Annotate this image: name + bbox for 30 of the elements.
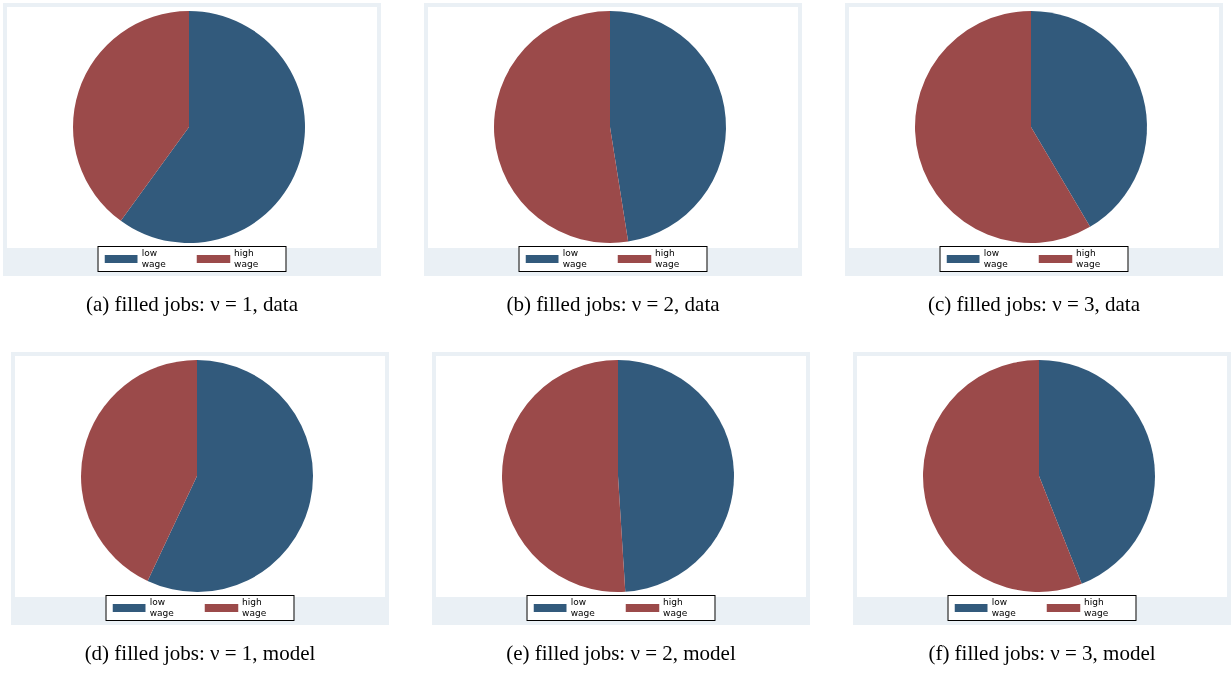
legend-label: high wage bbox=[663, 597, 689, 619]
text: (d) filled jobs: ν = 1, model bbox=[83, 641, 317, 666]
text: (a) filled jobs: ν = 1, data bbox=[85, 292, 299, 317]
pie-slice bbox=[1039, 360, 1155, 584]
legend-label: low wage bbox=[991, 597, 1017, 619]
legend-label: high wage bbox=[1084, 597, 1110, 619]
text: (b) filled jobs: ν = 2, data bbox=[505, 292, 721, 317]
pie-slice bbox=[610, 11, 726, 242]
pie-slice bbox=[73, 11, 189, 221]
pie-slice bbox=[120, 11, 305, 243]
pie-slice bbox=[502, 360, 626, 592]
pie-slice bbox=[494, 11, 629, 243]
pie-slice bbox=[81, 360, 197, 581]
legend-label: low wage bbox=[149, 597, 175, 619]
text: (c) filled jobs: ν = 3, data bbox=[927, 292, 1141, 317]
pie-slice bbox=[923, 360, 1082, 592]
pie-slice bbox=[618, 360, 734, 592]
legend-label: high wage bbox=[655, 248, 681, 270]
text: (e) filled jobs: ν = 2, model bbox=[505, 641, 737, 666]
pie-slice bbox=[915, 11, 1091, 243]
pie-slice bbox=[147, 360, 313, 592]
legend-label: low wage bbox=[141, 248, 167, 270]
legend-label: high wage bbox=[234, 248, 260, 270]
text: (f) filled jobs: ν = 3, model bbox=[927, 641, 1157, 666]
legend-label: high wage bbox=[242, 597, 268, 619]
legend-label: low wage bbox=[570, 597, 596, 619]
legend-label: low wage bbox=[562, 248, 588, 270]
legend-label: low wage bbox=[983, 248, 1009, 270]
pie-slice bbox=[1031, 11, 1147, 227]
legend-label: high wage bbox=[1076, 248, 1102, 270]
